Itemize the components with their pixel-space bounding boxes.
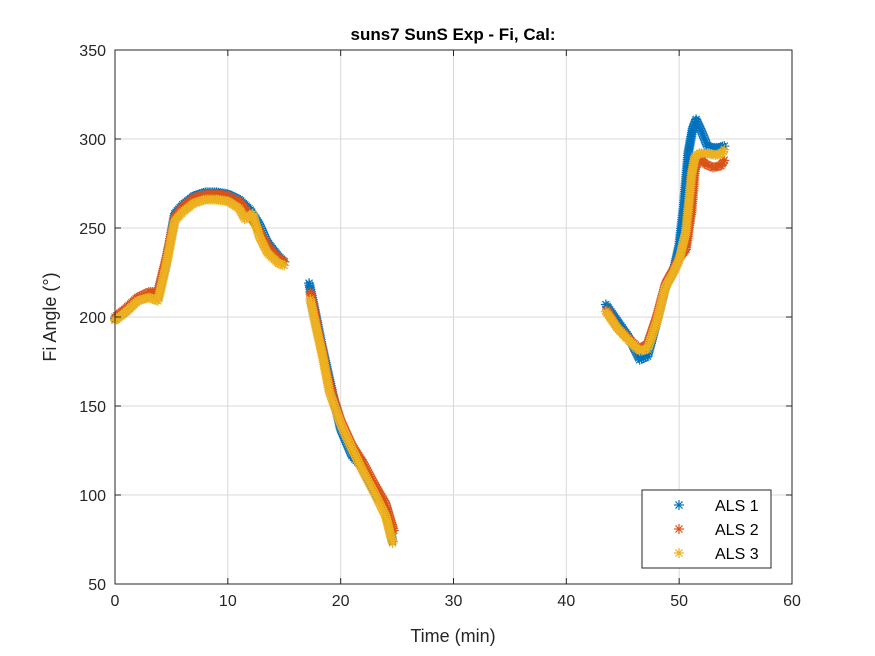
y-tick-label: 200 xyxy=(79,310,106,327)
legend-label: ALS 3 xyxy=(715,546,759,563)
axis-ticks: 0 10 20 30 40 50 60 50 100 150 200 250 300 350 xyxy=(79,43,801,610)
y-axis-label: Fi Angle (°) xyxy=(40,272,60,361)
y-tick-label: 50 xyxy=(88,577,106,594)
chart-title: suns7 SunS Exp - Fi, Cal: xyxy=(351,25,556,44)
y-tick-label: 100 xyxy=(79,488,106,505)
x-tick-label: 0 xyxy=(111,593,120,610)
legend-marker xyxy=(674,548,684,558)
legend-box xyxy=(641,489,772,569)
legend-marker xyxy=(674,524,684,534)
series-3 xyxy=(110,144,730,549)
x-tick-label: 60 xyxy=(783,593,801,610)
legend-label: ALS 2 xyxy=(715,522,759,539)
data-point xyxy=(387,538,398,549)
x-tick-label: 20 xyxy=(332,593,350,610)
y-tick-label: 250 xyxy=(79,221,106,238)
legend-label: ALS 1 xyxy=(715,498,759,515)
y-tick-label: 300 xyxy=(79,132,106,149)
x-tick-label: 10 xyxy=(219,593,237,610)
data-layer xyxy=(110,114,730,549)
y-tick-label: 150 xyxy=(79,399,106,416)
y-tick-label: 350 xyxy=(79,43,106,60)
data-point xyxy=(279,260,290,271)
x-tick-label: 50 xyxy=(670,593,688,610)
x-axis-label: Time (min) xyxy=(410,626,495,646)
x-tick-label: 30 xyxy=(445,593,463,610)
x-tick-label: 40 xyxy=(557,593,575,610)
data-point xyxy=(719,144,730,155)
legend-marker xyxy=(674,500,684,510)
legend: ALS 1 ALS 2 ALS 3 xyxy=(641,489,772,569)
